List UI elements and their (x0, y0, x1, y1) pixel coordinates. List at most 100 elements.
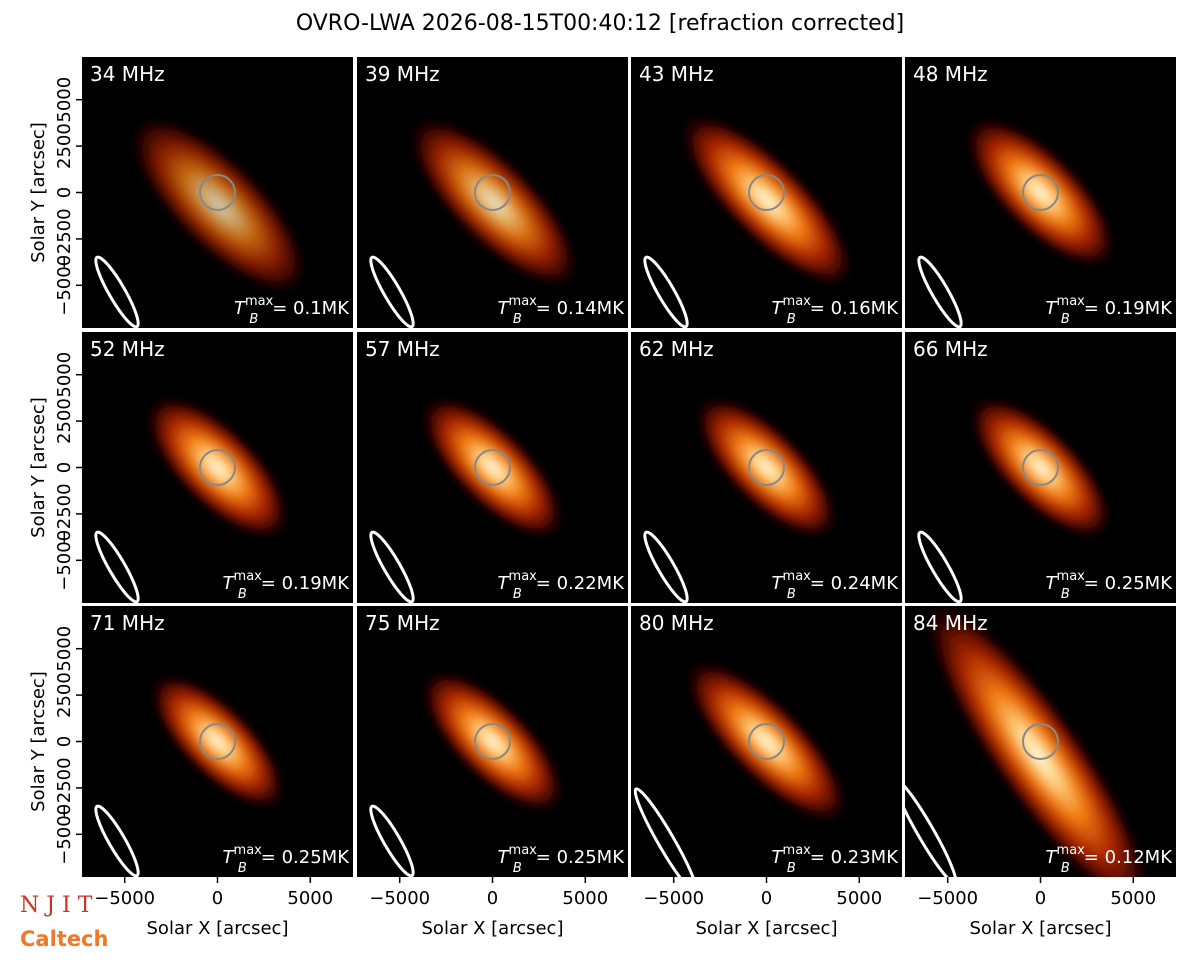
y-tick-label: 5000 (54, 626, 75, 672)
panel-image (82, 332, 353, 603)
tb-sub: B (787, 587, 796, 602)
solar-disk (748, 449, 785, 486)
emission (694, 395, 839, 540)
tb-max: Tmax B = 0.12MK (1046, 843, 1174, 876)
panel-image (905, 606, 1176, 877)
x-tick-label: 0 (761, 888, 772, 909)
tb-symbol: T (234, 298, 247, 319)
tb-value: = 0.25MK (536, 847, 625, 868)
emission (420, 669, 565, 814)
panel-image (905, 332, 1176, 603)
emission (407, 115, 581, 289)
tb-symbol: T (772, 847, 785, 868)
x-tick-label: 5000 (287, 888, 333, 909)
y-tick-label: 2500 (54, 398, 75, 444)
tb-value: = 0.24MK (810, 573, 899, 594)
emission (968, 395, 1113, 540)
tb-max: Tmax B = 0.23MK (772, 843, 900, 876)
tb-symbol: T (498, 298, 511, 319)
tb-sup: max (509, 843, 538, 858)
tb-value: = 0.12MK (1084, 847, 1173, 868)
tb-max: Tmax B = 0.25MK (498, 843, 626, 876)
tb-sub: B (1061, 312, 1070, 327)
tb-sup: max (509, 569, 538, 584)
y-tick-label: −2500 (54, 757, 75, 818)
logo-njit: N J I T (20, 893, 93, 918)
panel-image (82, 606, 353, 877)
emission (679, 112, 856, 289)
tb-symbol: T (223, 847, 236, 868)
tb-value: = 0.19MK (261, 573, 350, 594)
panel: 66 MHz Tmax B = 0.25MK (905, 332, 1176, 603)
tb-sup: max (509, 294, 538, 309)
tb-sub: B (513, 861, 522, 876)
panel-image (357, 332, 628, 603)
panel: 52 MHz Tmax B = 0.19MK −5000−2500 0 25005000So… (28, 332, 353, 603)
x-tick-label: −5000 (643, 888, 704, 909)
x-tick-label: 0 (487, 888, 498, 909)
panel-image (631, 57, 902, 328)
y-tick-label: 2500 (54, 123, 75, 169)
logo-caltech: Caltech (20, 927, 108, 951)
emission (922, 606, 1154, 877)
y-tick-label: −5000 (54, 255, 75, 316)
tb-sup: max (1057, 843, 1086, 858)
solar-disk (1022, 449, 1059, 486)
solar-disk (199, 449, 236, 486)
solar-disk (1022, 723, 1059, 760)
y-tick-label: 0 (54, 736, 75, 747)
y-axis-label: Solar Y [arcsec] (28, 671, 49, 812)
emission (148, 672, 287, 811)
emission (128, 114, 310, 296)
tb-max: Tmax B = 0.1MK (234, 294, 350, 327)
panel: 80 MHz Tmax B = 0.23MK −5000 0 5000 Solar X [ar… (631, 606, 902, 939)
x-axis-label: Solar X [arcsec] (422, 918, 564, 939)
tb-value: = 0.23MK (810, 847, 899, 868)
tb-sub: B (238, 587, 247, 602)
panel-image (82, 57, 353, 328)
panel: 39 MHz Tmax B = 0.14MK (357, 57, 628, 328)
x-tick-label: 5000 (1110, 888, 1156, 909)
tb-symbol: T (1046, 573, 1059, 594)
y-tick-label: −5000 (54, 804, 75, 865)
freq-label: 34 MHz (90, 62, 165, 86)
emission (964, 116, 1117, 269)
panel-image (631, 606, 902, 877)
tb-sup: max (1057, 569, 1086, 584)
freq-label: 62 MHz (639, 337, 714, 361)
beam (633, 787, 699, 877)
tb-max: Tmax B = 0.19MK (1046, 294, 1174, 327)
tb-value: = 0.14MK (536, 298, 625, 319)
y-tick-label: 0 (54, 187, 75, 198)
tb-value: = 0.25MK (1084, 573, 1173, 594)
tb-sup: max (783, 569, 812, 584)
x-tick-label: −5000 (917, 888, 978, 909)
tb-value: = 0.25MK (261, 847, 350, 868)
beam (643, 255, 689, 328)
panel-image (357, 606, 628, 877)
y-tick-label: 2500 (54, 672, 75, 718)
beam (369, 804, 415, 877)
beam (905, 777, 958, 877)
panel: 57 MHz Tmax B = 0.22MK (357, 332, 628, 603)
x-axis-label: Solar X [arcsec] (696, 918, 838, 939)
x-tick-label: 5000 (836, 888, 882, 909)
emission (420, 395, 565, 540)
tb-sup: max (783, 843, 812, 858)
tb-sub: B (787, 312, 796, 327)
tb-symbol: T (498, 573, 511, 594)
tb-sub: B (1061, 587, 1070, 602)
y-tick-label: −5000 (54, 530, 75, 591)
solar-disk (1022, 174, 1059, 211)
panel-image (357, 57, 628, 328)
panel: 75 MHz Tmax B = 0.25MK −5000 0 5000 Solar X [ar… (357, 606, 628, 939)
tb-max: Tmax B = 0.25MK (1046, 569, 1174, 602)
x-tick-label: −5000 (369, 888, 430, 909)
panel: 48 MHz Tmax B = 0.19MK (905, 57, 1176, 328)
tb-sup: max (234, 569, 263, 584)
x-axis-label: Solar X [arcsec] (970, 918, 1112, 939)
tb-sup: max (1057, 294, 1086, 309)
panel: 34 MHz Tmax B = 0.1MK −5000−2500 0 25005000Sol… (28, 57, 353, 328)
panel: 71 MHz Tmax B = 0.25MK −5000 0 5000 Solar X [ar… (28, 606, 353, 939)
